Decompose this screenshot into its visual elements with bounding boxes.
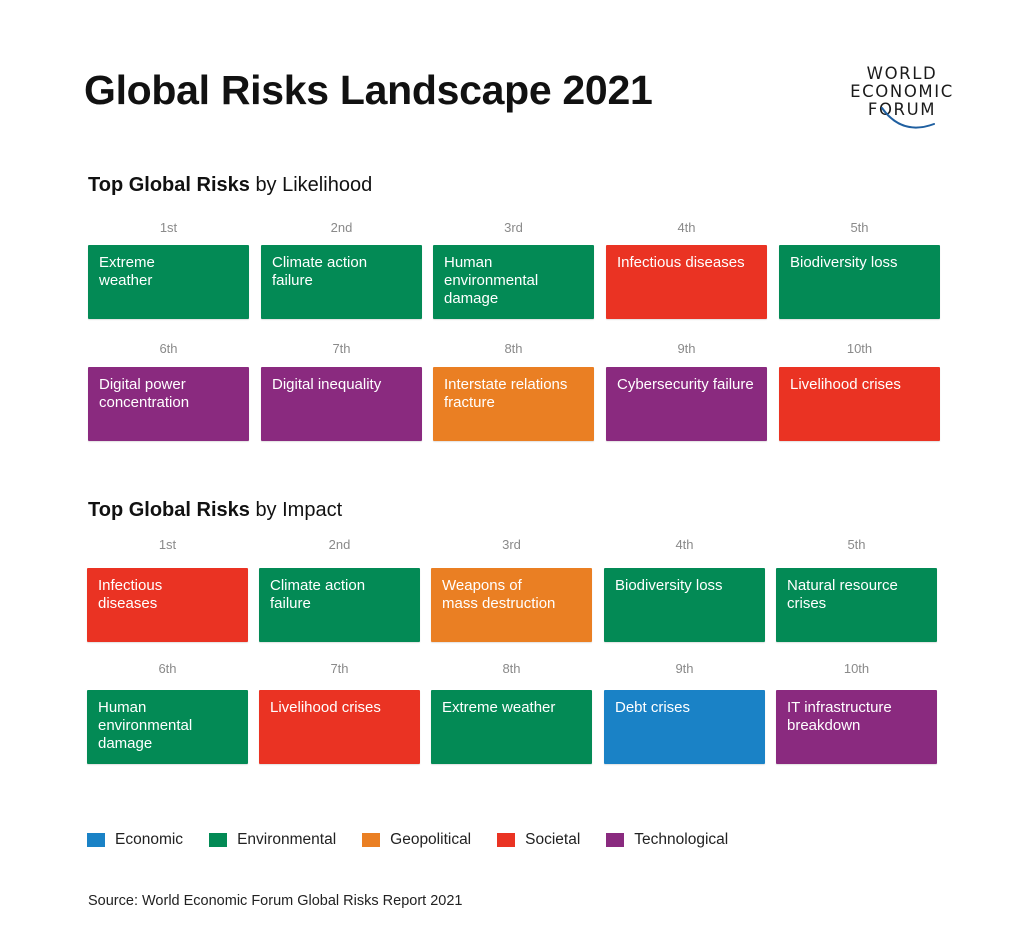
legend-item-geopolitical: Geopolitical [362, 831, 471, 849]
impact-risk-tile: Natural resource crises [776, 568, 937, 642]
likelihood-risk-tile: Digital inequality [261, 367, 422, 441]
likelihood-rank-label: 6th [159, 341, 178, 356]
legend-swatch-environmental [209, 833, 228, 847]
impact-rank-label: 9th [675, 661, 694, 676]
legend-item-societal: Societal [497, 831, 580, 849]
likelihood-risk-tile: Infectious diseases [606, 245, 767, 319]
legend-swatch-societal [497, 833, 516, 847]
impact-rank-label: 3rd [502, 537, 521, 552]
impact-risk-tile: Weapons of mass destruction [431, 568, 592, 642]
legend-swatch-geopolitical [362, 833, 381, 847]
impact-section-title: Top Global Risks by Impact [88, 498, 342, 522]
likelihood-rank-label: 1st [159, 220, 178, 235]
impact-risk-tile: IT infrastructure breakdown [776, 690, 937, 764]
impact-risk-tile: Human environmental damage [87, 690, 248, 764]
impact-risk-tile: Extreme weather [431, 690, 592, 764]
impact-title-rest: by Impact [255, 499, 343, 521]
wef-logo: WORLD ECONOMIC FORUM [842, 64, 962, 136]
likelihood-rank-label: 4th [677, 220, 696, 235]
impact-title-bold: Top Global Risks [88, 499, 250, 521]
legend-label: Geopolitical [390, 831, 472, 848]
impact-rank-label: 2nd [328, 537, 351, 552]
likelihood-risk-tile: Human environmental damage [433, 245, 594, 319]
impact-risk-tile: Livelihood crises [259, 690, 420, 764]
likelihood-rank-label: 9th [677, 341, 696, 356]
impact-rank-label: 10th [843, 661, 870, 676]
likelihood-rank-label: 3rd [504, 220, 523, 235]
legend: Economic Environmental Geopolitical Societa… [87, 830, 754, 850]
legend-item-environmental: Environmental [209, 831, 336, 849]
likelihood-rank-label: 10th [846, 341, 873, 356]
likelihood-title-bold: Top Global Risks [88, 174, 250, 196]
impact-rank-label: 8th [502, 661, 521, 676]
impact-rank-label: 1st [158, 537, 177, 552]
impact-rank-label: 7th [330, 661, 349, 676]
legend-label: Environmental [237, 831, 337, 848]
likelihood-risk-tile: Digital power concentration [88, 367, 249, 441]
logo-line-forum: FORUM [867, 100, 937, 119]
legend-label: Technological [634, 831, 729, 848]
likelihood-rank-label: 5th [850, 220, 869, 235]
impact-rank-label: 5th [847, 537, 866, 552]
impact-rank-label: 4th [675, 537, 694, 552]
logo-line-economic: ECONOMIC [850, 82, 954, 101]
source-note: Source: World Economic Forum Global Risk… [88, 893, 463, 909]
likelihood-rank-label: 7th [332, 341, 351, 356]
likelihood-risk-tile: Extreme weather [88, 245, 249, 319]
legend-item-economic: Economic [87, 831, 183, 849]
likelihood-rank-label: 2nd [330, 220, 353, 235]
impact-risk-tile: Climate action failure [259, 568, 420, 642]
legend-item-technological: Technological [606, 831, 728, 849]
likelihood-section-title: Top Global Risks by Likelihood [88, 173, 372, 197]
legend-label: Economic [115, 831, 184, 848]
likelihood-rank-label: 8th [504, 341, 523, 356]
likelihood-risk-tile: Climate action failure [261, 245, 422, 319]
likelihood-risk-tile: Biodiversity loss [779, 245, 940, 319]
legend-label: Societal [525, 831, 581, 848]
impact-risk-tile: Biodiversity loss [604, 568, 765, 642]
likelihood-risk-tile: Interstate relations fracture [433, 367, 594, 441]
likelihood-title-rest: by Likelihood [255, 174, 373, 196]
page-title: Global Risks Landscape 2021 [84, 67, 653, 113]
legend-swatch-economic [87, 833, 105, 847]
impact-risk-tile: Debt crises [604, 690, 765, 764]
logo-line-world: WORLD [866, 64, 938, 83]
likelihood-risk-tile: Cybersecurity failure [606, 367, 767, 441]
impact-risk-tile: Infectious diseases [87, 568, 248, 642]
logo-arc-icon [881, 107, 935, 129]
likelihood-risk-tile: Livelihood crises [779, 367, 940, 441]
legend-swatch-technological [606, 833, 625, 847]
impact-rank-label: 6th [158, 661, 177, 676]
